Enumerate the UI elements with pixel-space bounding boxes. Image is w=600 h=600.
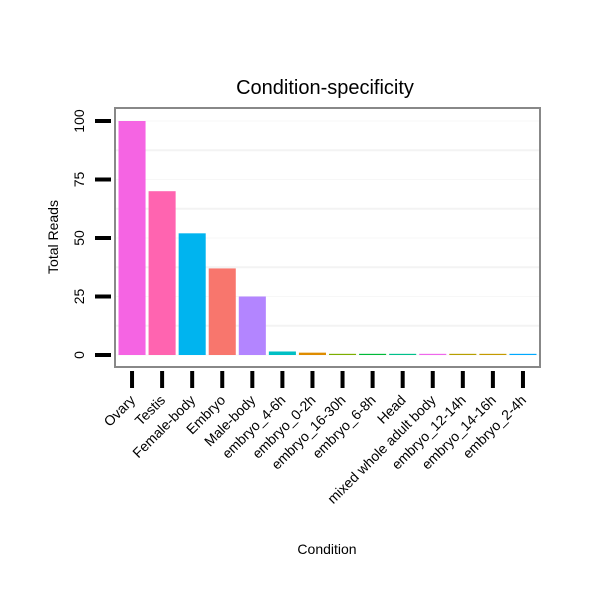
y-tick-label: 25: [71, 289, 87, 305]
bars: [118, 121, 537, 355]
y-tick-label: 100: [71, 109, 87, 133]
bar: [208, 268, 236, 355]
bar: [298, 352, 326, 355]
bar: [238, 296, 266, 355]
y-tick-label: 0: [71, 351, 87, 359]
bar: [509, 353, 537, 355]
bar: [329, 353, 357, 355]
plot-frame: [114, 107, 541, 368]
bar: [449, 353, 477, 355]
x-axis-label: Condition: [297, 541, 356, 557]
y-axis-label: Total Reads: [45, 200, 61, 274]
y-axis: 0 25 50 75 100: [71, 109, 111, 359]
bar: [389, 353, 417, 355]
y-tick-label: 75: [71, 172, 87, 188]
bar: [479, 353, 507, 355]
chart-title: Condition-specificity: [236, 77, 414, 99]
bar: [359, 353, 387, 355]
bar: [118, 121, 146, 355]
bar: [419, 353, 447, 355]
bar: [178, 233, 206, 355]
y-tick-label: 50: [71, 230, 87, 246]
bar: [148, 191, 176, 355]
bar: [268, 351, 296, 355]
